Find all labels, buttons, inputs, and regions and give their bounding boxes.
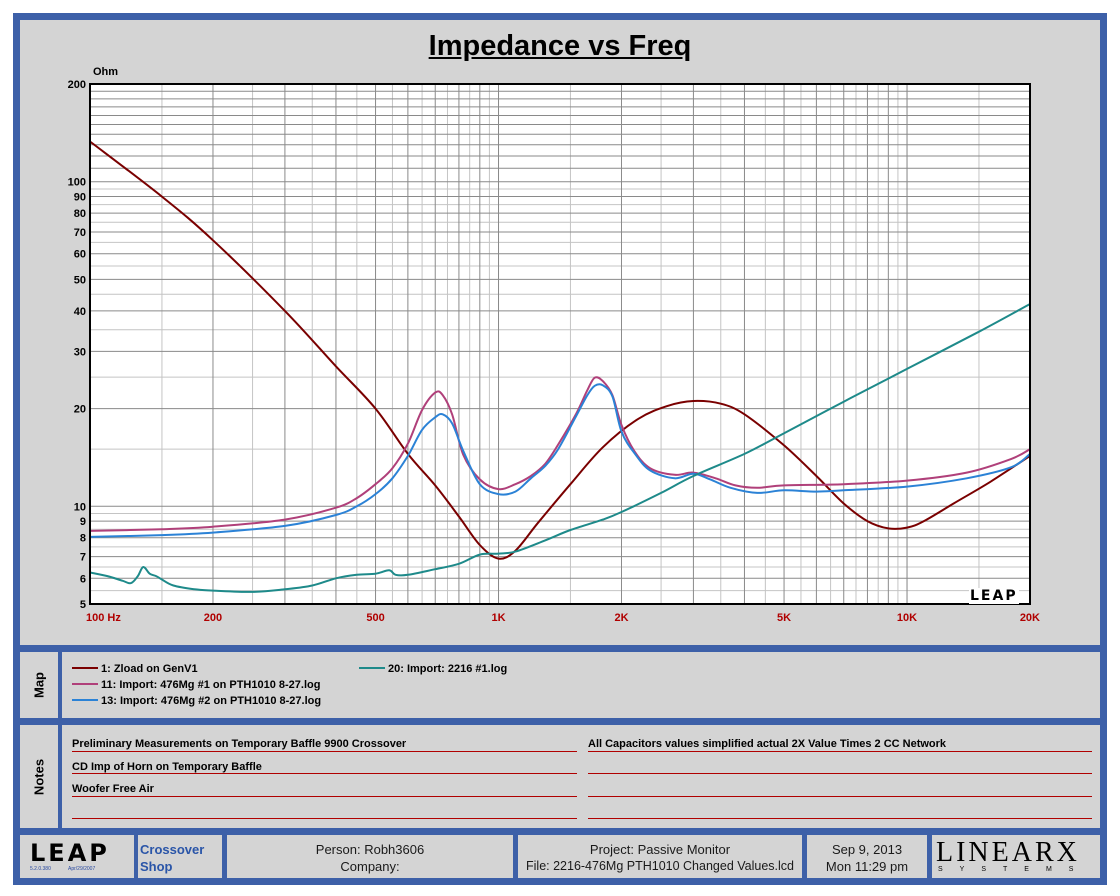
legend-swatch [72, 699, 98, 702]
map-label: Map [31, 672, 47, 698]
x-tick-label: 20K [1020, 612, 1040, 624]
legend-label: 13: Import: 476Mg #2 on PTH1010 8-27.log [101, 695, 322, 707]
leap-logo: LEAP [30, 839, 110, 867]
linearx-subtitle: SYSTEMS [938, 866, 1091, 873]
y-axis-unit-label: Ohm [93, 66, 119, 78]
legend-item: 20: Import: 2216 #1.log [359, 662, 507, 676]
y-tick-label: 200 [68, 79, 86, 91]
notes-label: Notes [31, 758, 47, 795]
notes-panel [62, 725, 1100, 828]
footer-person-box: Person: Robh3606 Company: [227, 835, 513, 878]
footer-date-box: Sep 9, 2013 Mon 11:29 pm [807, 835, 927, 878]
x-tick-label: 2K [614, 612, 628, 624]
project-text: Project: Passive Monitor [589, 842, 731, 857]
map-label-box: Map [20, 652, 58, 718]
legend-label: 20: Import: 2216 #1.log [388, 663, 508, 675]
series-layer [89, 140, 1031, 593]
footer-app-box: Crossover Shop [138, 835, 222, 878]
note-left-1: Preliminary Measurements on Temporary Ba… [72, 738, 407, 750]
legend-item: 1: Zload on GenV1 [72, 662, 198, 676]
note-rule [72, 751, 577, 752]
legend-label: 1: Zload on GenV1 [101, 663, 198, 675]
legend-label: 11: Import: 476Mg #1 on PTH1010 8-27.log [101, 679, 321, 691]
legend-panel [62, 652, 1100, 718]
note-right-1: All Capacitors values simplified actual … [588, 738, 947, 750]
y-tick-label: 6 [80, 573, 86, 585]
y-tick-label: 100 [68, 177, 86, 189]
note-rule [588, 818, 1092, 819]
legend-swatch [359, 667, 385, 670]
y-tick-label: 8 [80, 533, 86, 545]
y-tick-label: 30 [74, 346, 86, 358]
y-tick-label: 7 [80, 552, 86, 564]
file-text: File: 2216-476Mg PTH1010 Changed Values.… [526, 859, 794, 873]
logo-version: 5.2.0.380 [30, 866, 51, 872]
x-tick-label: 500 [366, 612, 384, 624]
plot-leap-logo: LEAP [969, 588, 1019, 604]
time-text: Mon 11:29 pm [825, 859, 909, 874]
series-line [89, 383, 1031, 538]
y-tick-label: 90 [74, 192, 86, 204]
date-text: Sep 9, 2013 [831, 842, 903, 857]
y-tick-label: 20 [74, 404, 86, 416]
note-rule [588, 796, 1092, 797]
app-name-line2: Shop [140, 859, 173, 874]
linearx-logo: LINEARX [936, 837, 1080, 868]
y-tick-label: 60 [74, 249, 86, 261]
footer-brand-box: LINEARX SYSTEMS [932, 835, 1100, 878]
y-tick-label: 50 [74, 274, 86, 286]
x-tick-label: 5K [777, 612, 791, 624]
legend-item: 13: Import: 476Mg #2 on PTH1010 8-27.log [72, 694, 321, 708]
series-line [89, 303, 1031, 593]
y-tick-label: 40 [74, 306, 86, 318]
footer-project-box: Project: Passive Monitor File: 2216-476M… [518, 835, 802, 878]
plot-border [89, 83, 1031, 605]
y-tick-label: 80 [74, 208, 86, 220]
grid-minor [90, 84, 1030, 604]
footer-logo-box: LEAP 5.2.0.380 Apr/29/2007 [20, 835, 134, 878]
legend-swatch [72, 683, 98, 686]
x-tick-labels: 100 Hz 200 500 1K 2K 5K 10K 20K [86, 612, 1040, 624]
note-left-3: Woofer Free Air [72, 783, 154, 795]
note-rule [72, 796, 577, 797]
y-tick-label: 10 [74, 501, 86, 513]
note-rule [72, 773, 577, 774]
notes-label-box: Notes [20, 725, 58, 828]
y-tick-label: 5 [80, 599, 86, 611]
note-left-2: CD Imp of Horn on Temporary Baffle [72, 761, 262, 773]
x-tick-label: 10K [897, 612, 917, 624]
legend-swatch [72, 667, 98, 670]
x-tick-label: 1K [491, 612, 505, 624]
x-tick-label: 100 Hz [86, 612, 121, 624]
note-rule [588, 751, 1092, 752]
y-tick-labels: 5 6 7 8 9 10 20 30 40 50 60 70 80 90 100 200 [68, 79, 86, 611]
logo-date: Apr/29/2007 [68, 866, 96, 872]
person-text: Person: Robh3606 [315, 842, 425, 857]
note-rule [72, 818, 577, 819]
chart-title: Impedance vs Freq [428, 30, 692, 62]
legend-item: 11: Import: 476Mg #1 on PTH1010 8-27.log [72, 678, 320, 692]
y-tick-label: 9 [80, 516, 86, 528]
plot-area [90, 84, 1030, 604]
x-tick-label: 200 [204, 612, 222, 624]
y-tick-label: 70 [74, 227, 86, 239]
company-text: Company: [340, 859, 400, 874]
series-line [89, 376, 1031, 532]
app-name-line1: Crossover [140, 842, 205, 857]
series-line [89, 140, 1031, 560]
note-rule [588, 773, 1092, 774]
